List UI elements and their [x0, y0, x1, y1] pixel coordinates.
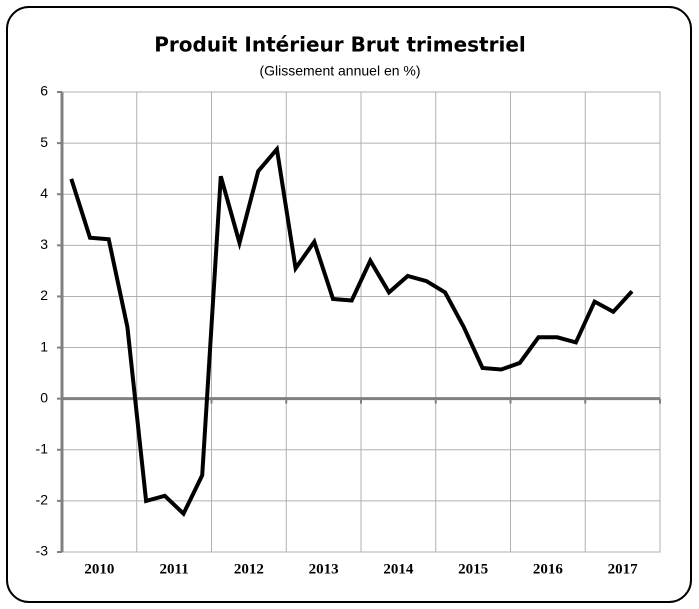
y-tick-label: -3 [36, 543, 49, 559]
y-tick-label: -2 [36, 492, 49, 508]
x-tick-label: 2012 [234, 561, 264, 577]
y-tick-label: 5 [40, 134, 48, 150]
frame [6, 6, 692, 603]
x-tick-label: 2011 [160, 561, 189, 577]
x-tick-label: 2013 [309, 561, 339, 577]
y-tick-label: -1 [36, 440, 49, 456]
y-tick-label: 3 [40, 236, 48, 252]
y-tick-label: 2 [40, 287, 48, 303]
y-tick-label: 4 [40, 185, 48, 201]
y-tick-label: 6 [40, 83, 48, 99]
series-line [69, 144, 634, 518]
chart-title: Produit Intérieur Brut trimestriel [154, 33, 526, 57]
x-tick-label: 2014 [383, 561, 414, 577]
x-tick-label: 2015 [458, 561, 488, 577]
x-tick-label: 2010 [84, 561, 114, 577]
y-tick-label: 1 [40, 338, 48, 354]
y-tick-label: 0 [40, 389, 48, 405]
chart-subtitle: (Glissement annuel en %) [259, 63, 420, 79]
x-tick-label: 2016 [533, 561, 564, 577]
x-tick-label: 2017 [608, 561, 639, 577]
